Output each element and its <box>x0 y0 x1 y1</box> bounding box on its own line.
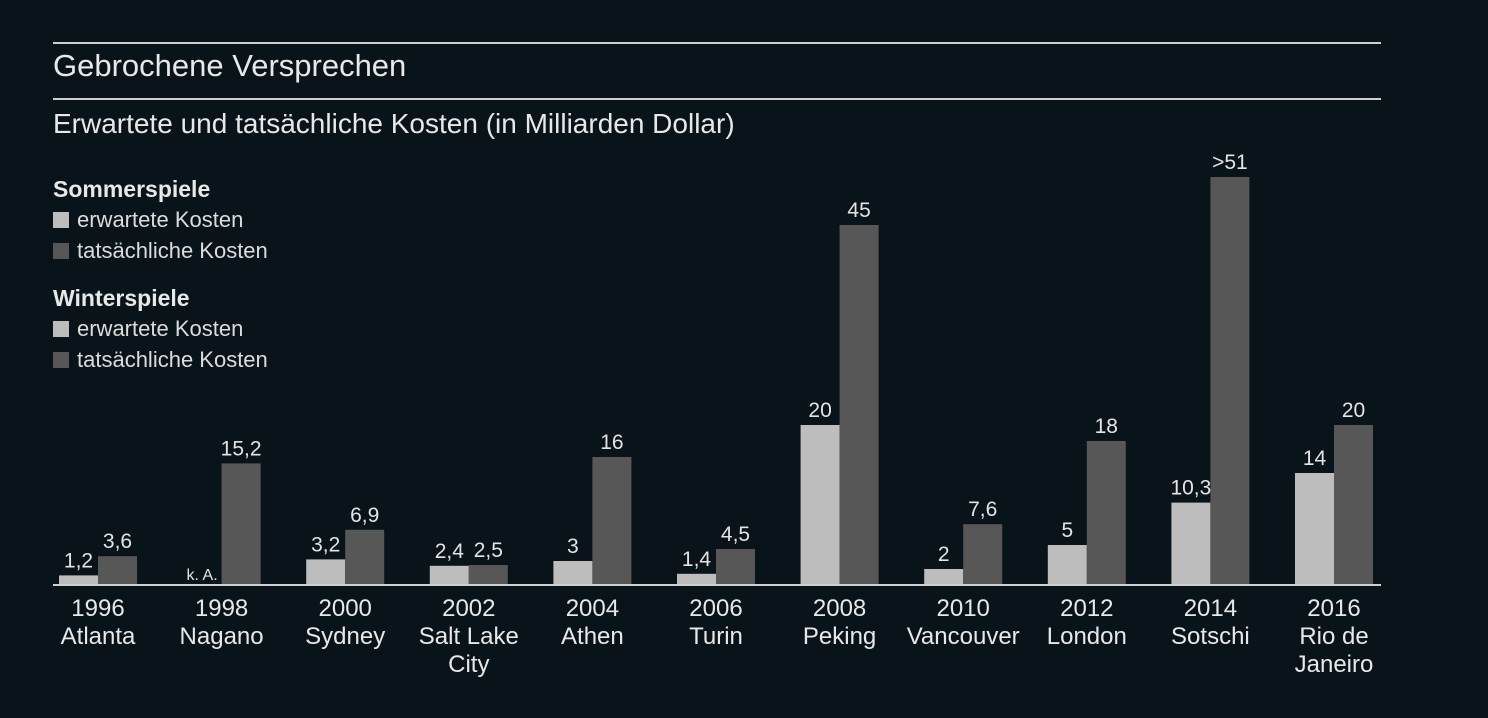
x-tick-label: London <box>1047 623 1127 650</box>
bar-expected-1996 <box>59 575 98 585</box>
bar-actual-2006 <box>716 549 755 585</box>
bar-actual-2002 <box>468 565 508 585</box>
data-label-actual-1998: 15,2 <box>221 437 262 460</box>
x-tick-label: Atlanta <box>61 623 136 650</box>
data-label-expected-2012: 5 <box>1061 519 1073 542</box>
legend-summer-heading: Sommerspiele <box>53 176 211 202</box>
data-label-expected-2014: 10,3 <box>1170 477 1211 500</box>
bar-actual-2000 <box>345 529 385 585</box>
bar-actual-2008 <box>839 225 879 585</box>
data-label-actual-2004: 16 <box>600 431 623 454</box>
x-tick-label: Vancouver <box>907 623 1020 650</box>
x-tick-label: 2004 <box>566 595 619 622</box>
data-label-actual-2014: >51 <box>1212 151 1248 174</box>
x-tick-label: 2014 <box>1184 595 1237 622</box>
data-label-expected-2002: 2,4 <box>435 540 465 563</box>
legend-swatch-actual <box>53 351 69 368</box>
legend-swatch-expected <box>53 320 69 337</box>
top-rule <box>53 42 1381 44</box>
legend-winter: Winterspiele erwartete Kosten tatsächlic… <box>53 285 268 374</box>
data-label-expected-2008: 20 <box>808 399 831 422</box>
legend-winter-actual-label: tatsächliche Kosten <box>77 346 268 372</box>
bar-expected-2010 <box>924 569 964 585</box>
legend-winter-expected-label: erwartete Kosten <box>77 315 244 341</box>
x-tick-label: Peking <box>803 623 876 650</box>
legend-swatch-expected <box>53 211 69 228</box>
x-tick-label: City <box>448 651 489 678</box>
data-label-actual-2016: 20 <box>1342 399 1365 422</box>
data-label-actual-2000: 6,9 <box>350 504 379 527</box>
data-label-actual-1996: 3,6 <box>103 530 132 553</box>
x-tick-label: 2008 <box>813 595 866 622</box>
legend-winter-actual: tatsächliche Kosten <box>53 345 268 374</box>
data-label-expected-2006: 1,4 <box>682 548 712 571</box>
legend-summer: Sommerspiele erwartete Kosten tatsächlic… <box>53 176 268 265</box>
x-tick-label: Nagano <box>180 623 264 650</box>
data-label-expected-1998: k. A. <box>187 567 218 584</box>
bar-expected-2008 <box>800 425 840 585</box>
legend-summer-actual: tatsächliche Kosten <box>53 236 268 265</box>
chart-title: Gebrochene Versprechen <box>53 48 407 83</box>
legend-summer-actual-label: tatsächliche Kosten <box>77 237 268 263</box>
x-tick-label: 1998 <box>195 595 248 622</box>
x-tick-label: Turin <box>689 623 743 650</box>
bar-expected-2006 <box>677 573 716 585</box>
x-tick-label: Rio de <box>1299 623 1368 650</box>
data-label-expected-2004: 3 <box>567 535 579 558</box>
bar-expected-2014 <box>1171 502 1211 585</box>
data-label-expected-2016: 14 <box>1303 447 1327 470</box>
x-tick-label: 2002 <box>442 595 495 622</box>
bar-actual-2004 <box>592 457 632 585</box>
bar-actual-1996 <box>98 556 137 585</box>
data-label-actual-2012: 18 <box>1095 415 1118 438</box>
x-tick-label: Janeiro <box>1295 651 1374 678</box>
data-label-actual-2010: 7,6 <box>968 498 997 521</box>
data-label-actual-2008: 45 <box>847 199 870 222</box>
bar-actual-2010 <box>963 524 1003 585</box>
legend-summer-expected-label: erwartete Kosten <box>77 206 244 232</box>
x-tick-label: Sydney <box>305 623 385 650</box>
legend-swatch-actual <box>53 242 69 259</box>
bar-actual-2014 <box>1210 177 1250 585</box>
x-tick-label: 2010 <box>937 595 990 622</box>
x-tick-label: Sotschi <box>1171 623 1250 650</box>
x-tick-label: Athen <box>561 623 624 650</box>
x-tick-label: 2006 <box>689 595 742 622</box>
bar-expected-2002 <box>429 565 469 585</box>
bar-expected-2000 <box>306 559 346 585</box>
data-label-expected-2010: 2 <box>938 543 950 566</box>
chart-subtitle: Erwartete und tatsächliche Kosten (in Mi… <box>53 108 735 139</box>
bar-actual-1998 <box>221 463 261 585</box>
data-label-expected-2000: 3,2 <box>311 533 340 556</box>
x-tick-label: 2000 <box>319 595 372 622</box>
bar-actual-2016 <box>1334 425 1373 585</box>
bar-actual-2012 <box>1086 441 1126 585</box>
x-tick-label: 2012 <box>1060 595 1113 622</box>
data-label-actual-2002: 2,5 <box>474 539 503 562</box>
bar-expected-2004 <box>553 561 593 585</box>
data-label-expected-1996: 1,2 <box>64 549 93 572</box>
title-rule <box>53 98 1381 100</box>
legend-winter-heading: Winterspiele <box>53 285 190 311</box>
x-tick-label: Salt Lake <box>419 623 519 650</box>
bar-expected-2012 <box>1047 545 1087 585</box>
legend-winter-expected: erwartete Kosten <box>53 314 268 343</box>
x-tick-label: 1996 <box>71 595 124 622</box>
data-label-actual-2006: 4,5 <box>721 523 750 546</box>
legend-summer-expected: erwartete Kosten <box>53 205 268 234</box>
x-tick-label: 2016 <box>1307 595 1360 622</box>
bar-expected-2016 <box>1295 473 1334 585</box>
